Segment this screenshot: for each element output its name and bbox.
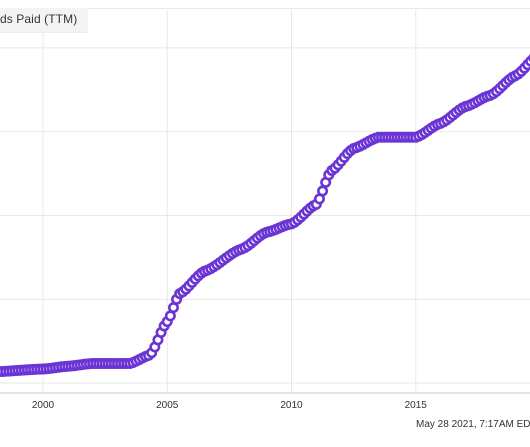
series-point — [318, 187, 326, 195]
legend-label: ds Paid (TTM) — [0, 12, 77, 26]
x-tick-label: 2010 — [280, 400, 303, 411]
grid-layer — [0, 9, 530, 394]
tick-layer: 20002005201020152 — [32, 400, 530, 411]
x-tick-label: 2005 — [156, 400, 179, 411]
footer-timestamp: May 28 2021, 7:17AM EDT. Po — [416, 419, 530, 430]
x-tick-label: 2015 — [405, 400, 428, 411]
x-tick-label: 2000 — [32, 400, 55, 411]
series-layer — [0, 41, 530, 376]
